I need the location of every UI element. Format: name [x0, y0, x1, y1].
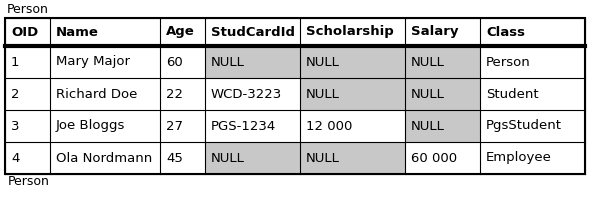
Text: Name: Name — [56, 25, 99, 38]
Text: Age: Age — [166, 25, 195, 38]
Bar — [5, 18, 585, 174]
Bar — [50, 142, 160, 174]
Text: NULL: NULL — [306, 55, 340, 68]
Text: Salary: Salary — [411, 25, 458, 38]
Bar — [300, 110, 405, 142]
Bar — [160, 46, 205, 78]
Text: NULL: NULL — [411, 88, 445, 100]
Text: NULL: NULL — [411, 55, 445, 68]
Bar — [480, 78, 585, 110]
Text: Person: Person — [8, 175, 50, 188]
Bar — [405, 142, 480, 174]
Text: NULL: NULL — [211, 152, 245, 164]
Text: Joe Bloggs: Joe Bloggs — [56, 119, 125, 132]
Text: Ola Nordmann: Ola Nordmann — [56, 152, 152, 164]
Bar — [5, 18, 50, 46]
Bar — [300, 18, 405, 46]
Bar — [50, 18, 160, 46]
Bar — [160, 78, 205, 110]
Bar — [160, 142, 205, 174]
Bar — [480, 110, 585, 142]
Bar — [405, 110, 480, 142]
Text: OID: OID — [11, 25, 38, 38]
Text: Person: Person — [7, 3, 49, 16]
Bar — [205, 78, 300, 110]
Text: 3: 3 — [11, 119, 19, 132]
Bar — [205, 18, 300, 46]
Bar — [300, 142, 405, 174]
Bar — [405, 46, 480, 78]
Text: PgsStudent: PgsStudent — [486, 119, 562, 132]
Bar — [5, 110, 50, 142]
Text: WCD-3223: WCD-3223 — [211, 88, 282, 100]
Text: Scholarship: Scholarship — [306, 25, 394, 38]
Bar — [300, 46, 405, 78]
Text: NULL: NULL — [306, 152, 340, 164]
Bar — [5, 142, 50, 174]
Text: 22: 22 — [166, 88, 183, 100]
Bar — [160, 18, 205, 46]
Text: Mary Major: Mary Major — [56, 55, 130, 68]
Bar — [480, 46, 585, 78]
Text: NULL: NULL — [411, 119, 445, 132]
Bar — [50, 46, 160, 78]
Bar — [405, 18, 480, 46]
Text: 60 000: 60 000 — [411, 152, 457, 164]
Text: StudCardId: StudCardId — [211, 25, 295, 38]
Text: Student: Student — [486, 88, 539, 100]
Text: Person: Person — [486, 55, 531, 68]
Text: Employee: Employee — [486, 152, 552, 164]
Bar — [160, 110, 205, 142]
Text: NULL: NULL — [306, 88, 340, 100]
Text: Richard Doe: Richard Doe — [56, 88, 137, 100]
Bar — [50, 78, 160, 110]
Text: Class: Class — [486, 25, 525, 38]
Bar — [405, 78, 480, 110]
Bar — [5, 78, 50, 110]
Text: 4: 4 — [11, 152, 19, 164]
Bar — [5, 46, 50, 78]
Text: NULL: NULL — [211, 55, 245, 68]
Text: 60: 60 — [166, 55, 183, 68]
Text: 2: 2 — [11, 88, 19, 100]
Bar — [480, 142, 585, 174]
Text: PGS-1234: PGS-1234 — [211, 119, 276, 132]
Bar — [50, 110, 160, 142]
Text: 27: 27 — [166, 119, 183, 132]
Text: 12 000: 12 000 — [306, 119, 352, 132]
Bar — [300, 78, 405, 110]
Bar — [205, 142, 300, 174]
Bar — [480, 18, 585, 46]
Bar — [205, 110, 300, 142]
Bar — [205, 46, 300, 78]
Text: 1: 1 — [11, 55, 19, 68]
Text: 45: 45 — [166, 152, 183, 164]
